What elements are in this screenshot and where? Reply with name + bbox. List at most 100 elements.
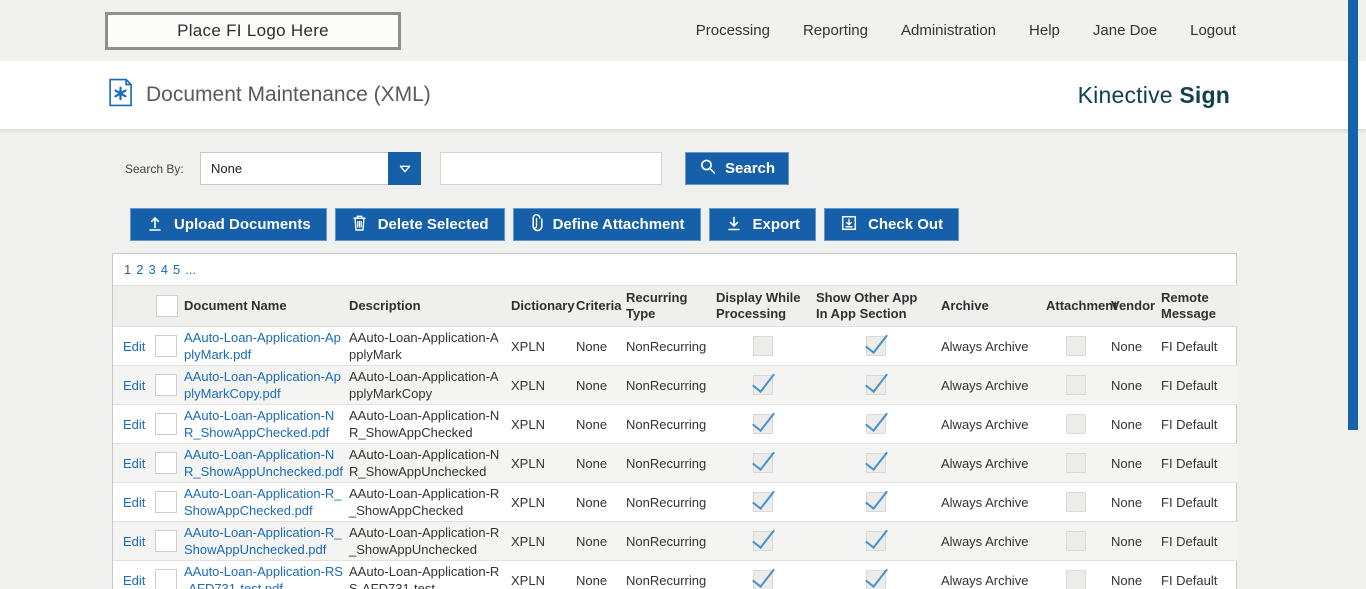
page-link-5[interactable]: 5: [172, 262, 181, 277]
page-link-ellipsis[interactable]: ...: [185, 262, 197, 277]
search-icon: [699, 158, 717, 180]
attachment-checkbox: [1065, 492, 1086, 512]
xml-document-icon: [108, 78, 133, 112]
delete-selected-button[interactable]: Delete Selected: [334, 208, 505, 241]
select-all-checkbox[interactable]: [156, 295, 178, 317]
display-while-processing-checkbox: [753, 570, 773, 589]
search-row: Search By: None Search: [125, 152, 1366, 185]
criteria-cell: None: [576, 521, 626, 561]
document-name-link[interactable]: AAuto-Loan-Application-ApplyMark.pdf: [184, 330, 341, 362]
attachment-checkbox: [1065, 453, 1086, 473]
display-while-processing-checkbox: [753, 336, 773, 356]
edit-link[interactable]: Edit: [123, 377, 146, 393]
export-button[interactable]: Export: [708, 208, 817, 241]
upload-icon: [146, 214, 164, 236]
remote-message-cell: FI Default: [1161, 521, 1238, 561]
archive-cell: Always Archive: [941, 365, 1046, 405]
display-while-processing-checkbox: [753, 375, 773, 395]
table-row: Edit AAuto-Loan-Application-RS-AFD731-te…: [113, 560, 1238, 589]
delete-selected-label: Delete Selected: [377, 216, 489, 233]
edit-link[interactable]: Edit: [123, 533, 146, 549]
check-out-button[interactable]: Check Out: [824, 208, 960, 241]
nav-item-administration[interactable]: Administration: [900, 22, 997, 39]
export-label: Export: [752, 216, 801, 233]
table-row: Edit AAuto-Loan-Application-R_ShowAppChe…: [113, 482, 1238, 522]
column-header-description: Description: [349, 285, 511, 327]
show-other-app-checkbox: [865, 336, 886, 356]
nav-item-reporting[interactable]: Reporting: [802, 22, 868, 39]
page-link-4[interactable]: 4: [160, 262, 168, 277]
column-header-archive: Archive: [941, 285, 1046, 327]
document-name-link[interactable]: AAuto-Loan-Application-R_ShowAppChecked.…: [184, 486, 342, 518]
page-current: 1: [124, 262, 132, 277]
define-attachment-label: Define Attachment: [552, 216, 685, 233]
vendor-cell: None: [1111, 482, 1161, 522]
search-input[interactable]: [440, 152, 662, 185]
dictionary-cell: XPLN: [511, 521, 576, 561]
vendor-cell: None: [1111, 326, 1161, 366]
nav-item-user[interactable]: Jane Doe: [1092, 22, 1158, 39]
upload-documents-label: Upload Documents: [174, 216, 311, 233]
show-other-app-checkbox: [865, 414, 886, 434]
description-cell: AAuto-Loan-Application-ApplyMark: [349, 326, 511, 366]
fi-logo-placeholder: Place FI Logo Here: [105, 11, 401, 50]
search-type-dropdown[interactable]: None: [200, 152, 421, 185]
display-while-processing-checkbox: [753, 453, 773, 473]
row-checkbox[interactable]: [155, 374, 177, 396]
search-button[interactable]: Search: [685, 152, 790, 185]
page-link-3[interactable]: 3: [148, 262, 156, 277]
row-checkbox[interactable]: [155, 530, 177, 552]
dictionary-cell: XPLN: [511, 443, 576, 483]
row-checkbox[interactable]: [155, 491, 177, 513]
document-name-link[interactable]: AAuto-Loan-Application-R_ShowAppUnchecke…: [184, 525, 342, 557]
display-while-processing-checkbox: [753, 492, 773, 512]
page-link-2[interactable]: 2: [136, 262, 144, 277]
chevron-down-icon[interactable]: [388, 152, 421, 185]
document-name-link[interactable]: AAuto-Loan-Application-RS-AFD731-test.pd…: [184, 564, 343, 589]
criteria-cell: None: [576, 443, 626, 483]
paperclip-icon: [529, 213, 543, 236]
nav-item-logout[interactable]: Logout: [1190, 22, 1236, 39]
action-toolbar: Upload Documents Delete Selected Define …: [130, 208, 1366, 241]
upload-documents-button[interactable]: Upload Documents: [130, 208, 327, 241]
row-checkbox[interactable]: [155, 413, 177, 435]
top-bar: Place FI Logo Here Processing Reporting …: [0, 0, 1366, 61]
row-checkbox[interactable]: [155, 569, 177, 589]
vertical-scrollbar-thumb[interactable]: [1348, 0, 1358, 430]
description-cell: AAuto-Loan-Application-NR_ShowAppUncheck…: [349, 443, 511, 483]
recurring-type-cell: NonRecurring: [626, 560, 716, 589]
edit-link[interactable]: Edit: [123, 494, 146, 510]
recurring-type-cell: NonRecurring: [626, 365, 716, 405]
edit-link[interactable]: Edit: [123, 338, 146, 354]
edit-link[interactable]: Edit: [123, 455, 146, 471]
column-header-recurring-type: Recurring Type: [626, 285, 716, 327]
page-title: Document Maintenance (XML): [146, 83, 431, 106]
recurring-type-cell: NonRecurring: [626, 326, 716, 366]
document-name-link[interactable]: AAuto-Loan-Application-NR_ShowAppChecked…: [184, 408, 335, 440]
attachment-checkbox: [1065, 375, 1086, 395]
vendor-cell: None: [1111, 521, 1161, 561]
column-header-document-name: Document Name: [184, 285, 349, 327]
edit-link[interactable]: Edit: [123, 416, 146, 432]
show-other-app-checkbox: [865, 570, 886, 589]
define-attachment-button[interactable]: Define Attachment: [512, 208, 701, 241]
recurring-type-cell: NonRecurring: [626, 404, 716, 444]
remote-message-cell: FI Default: [1161, 443, 1238, 483]
search-by-label: Search By:: [125, 161, 184, 176]
brand-logo: Kinective Sign: [1078, 82, 1230, 109]
remote-message-cell: FI Default: [1161, 482, 1238, 522]
nav-item-processing[interactable]: Processing: [695, 22, 770, 39]
nav-item-help[interactable]: Help: [1029, 22, 1060, 39]
download-icon: [725, 214, 743, 236]
document-name-link[interactable]: AAuto-Loan-Application-NR_ShowAppUncheck…: [184, 447, 343, 479]
remote-message-cell: FI Default: [1161, 404, 1238, 444]
description-cell: AAuto-Loan-Application-R_ShowAppUnchecke…: [349, 521, 511, 561]
document-name-link[interactable]: AAuto-Loan-Application-ApplyMarkCopy.pdf: [184, 369, 341, 401]
column-header-remote-message: Remote Message: [1161, 285, 1238, 327]
table-row: Edit AAuto-Loan-Application-ApplyMark.pd…: [113, 326, 1238, 366]
row-checkbox[interactable]: [155, 335, 177, 357]
edit-link[interactable]: Edit: [123, 572, 146, 588]
row-checkbox[interactable]: [155, 452, 177, 474]
recurring-type-cell: NonRecurring: [626, 521, 716, 561]
archive-cell: Always Archive: [941, 482, 1046, 522]
